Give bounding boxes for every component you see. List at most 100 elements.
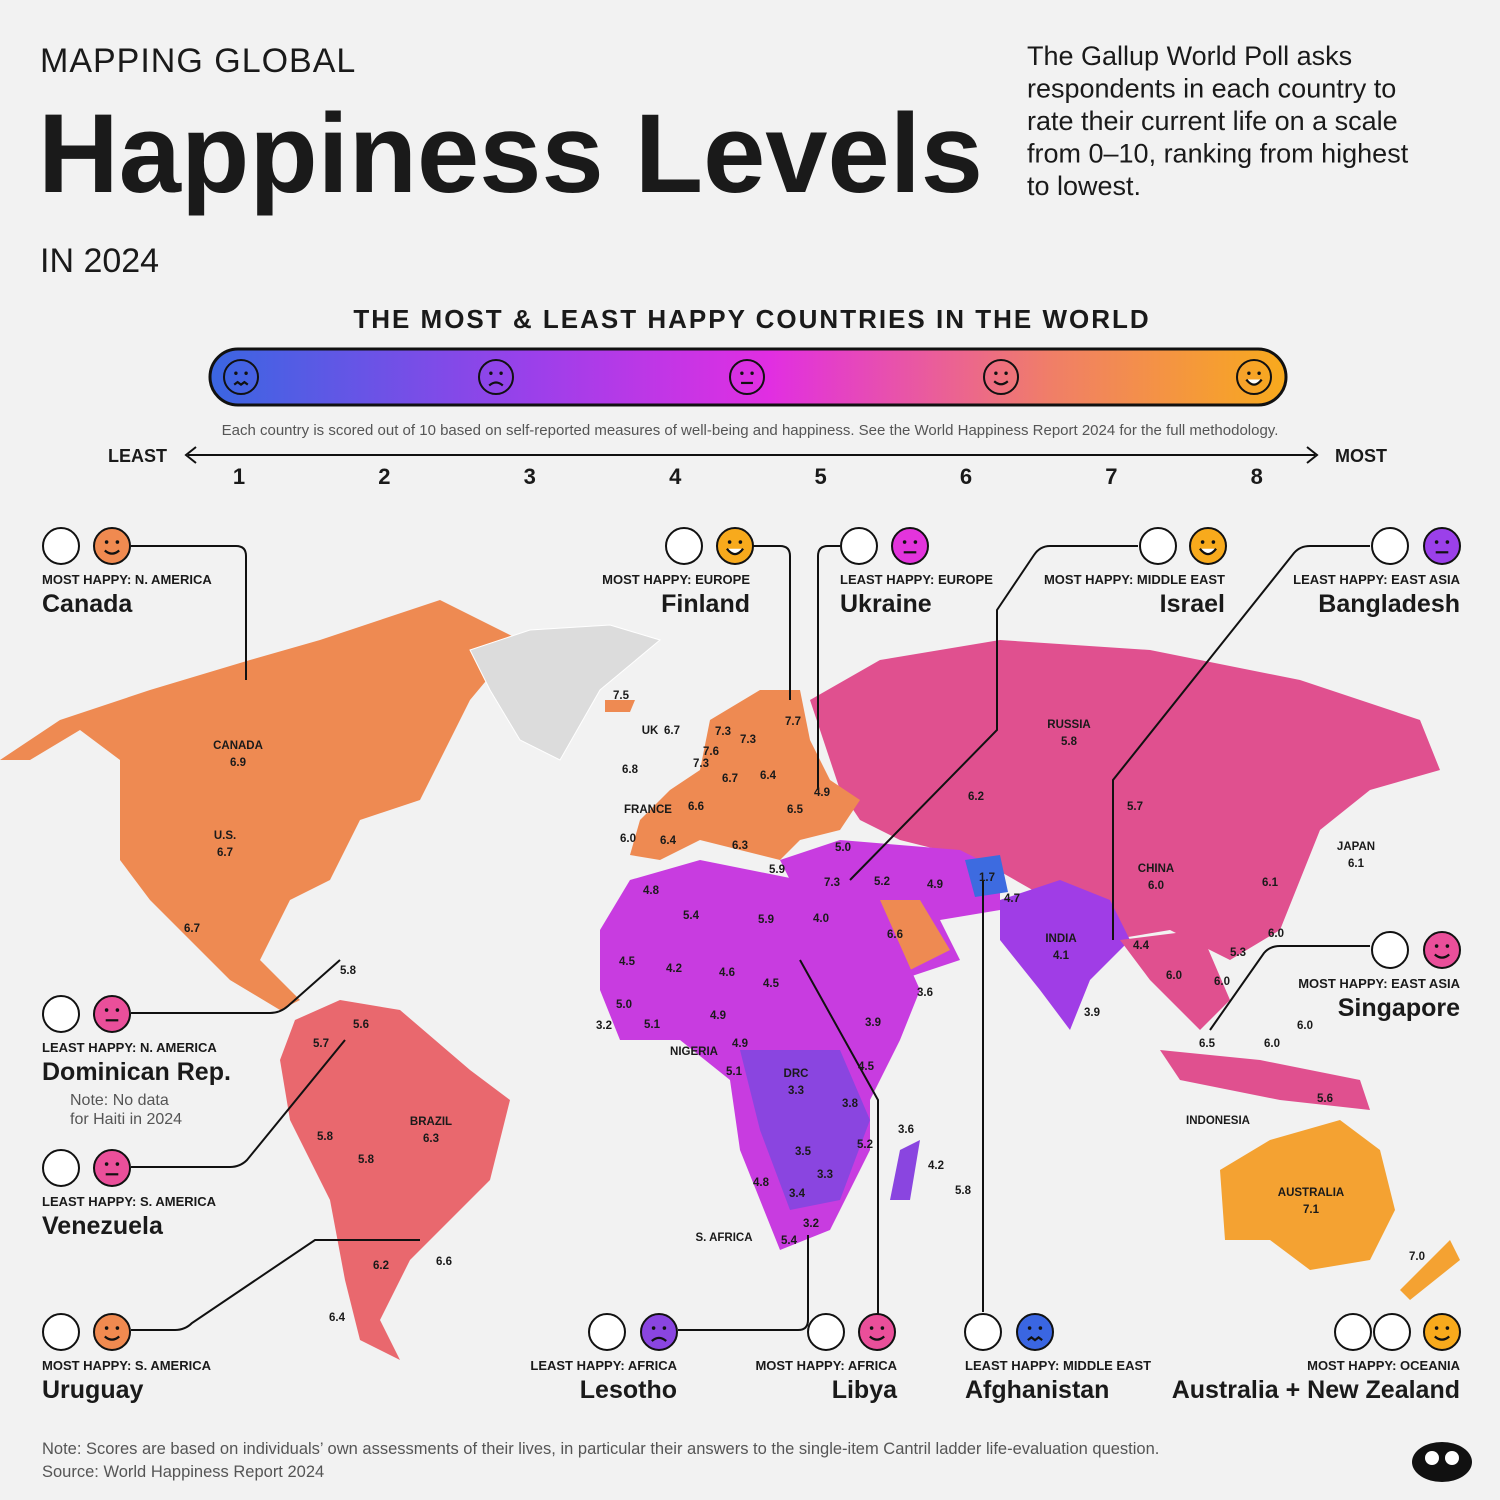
country-name: UK — [642, 725, 659, 737]
flag-icon — [665, 527, 703, 565]
score: 3.3 — [788, 1085, 804, 1097]
face-icon — [983, 359, 1019, 395]
face-eye — [1434, 944, 1439, 948]
score: 6.0 — [1148, 880, 1164, 892]
country-name: INDONESIA — [1186, 1115, 1250, 1127]
asia — [810, 640, 1440, 960]
callout: MOST HAPPY: OCEANIA Australia + New Zeala… — [1172, 1313, 1461, 1404]
face-icon — [1189, 527, 1227, 565]
score: 6.7 — [722, 773, 738, 785]
score: 7.7 — [785, 716, 801, 728]
year: IN 2024 — [40, 242, 159, 280]
face-eye — [104, 1162, 109, 1166]
score: 5.8 — [340, 965, 357, 977]
callout: LEAST HAPPY: S. AMERICA Venezuela — [42, 1149, 217, 1240]
country-name: S. AFRICA — [695, 1232, 752, 1244]
afghanistan — [965, 855, 1008, 897]
score: 3.8 — [842, 1098, 859, 1110]
footer-note: Note: Scores are based on individuals’ o… — [42, 1440, 1159, 1458]
score: 5.8 — [1061, 736, 1078, 748]
score: 3.9 — [1084, 1007, 1100, 1019]
scale-number: 1 — [233, 464, 245, 489]
footer-source: Source: World Happiness Report 2024 — [42, 1463, 324, 1481]
face-eye — [651, 1326, 656, 1330]
score: 5.7 — [1127, 801, 1143, 813]
score: 1.7 — [979, 872, 995, 884]
score: 3.6 — [898, 1124, 914, 1136]
score: 5.4 — [683, 910, 700, 922]
score: 6.4 — [329, 1312, 346, 1324]
country-name: INDIA — [1045, 933, 1076, 945]
score: 6.0 — [1268, 928, 1284, 940]
score: 5.0 — [835, 842, 851, 854]
face-eye — [499, 371, 503, 375]
country-name: U.S. — [214, 830, 236, 842]
flag-icon — [840, 527, 878, 565]
callout: LEAST HAPPY: N. AMERICA Dominican Rep. Not… — [42, 995, 231, 1128]
region-label: LEAST HAPPY: AFRICA — [530, 1358, 677, 1373]
callout-note: for Haiti in 2024 — [70, 1111, 182, 1128]
face-icon — [93, 995, 131, 1033]
score: 5.8 — [317, 1131, 334, 1143]
score: 6.3 — [423, 1133, 439, 1145]
description-line: to lowest. — [1027, 171, 1141, 201]
face-eye — [1038, 1326, 1043, 1330]
country-name: Uruguay — [42, 1376, 144, 1404]
face-icon — [1016, 1313, 1054, 1351]
score: 5.3 — [1230, 947, 1246, 959]
score: 5.0 — [616, 999, 632, 1011]
leader-line — [678, 1235, 809, 1331]
country-name: AUSTRALIA — [1278, 1187, 1344, 1199]
face-eye — [1027, 1326, 1032, 1330]
score: 3.9 — [865, 1017, 881, 1029]
region-label: MOST HAPPY: EAST ASIA — [1298, 976, 1460, 991]
score: 6.7 — [184, 923, 200, 935]
scale-arrow — [184, 446, 1319, 464]
callout: LEAST HAPPY: EAST ASIA Bangladesh — [1293, 527, 1461, 618]
face-mouth — [869, 1335, 885, 1341]
flag-icon — [42, 527, 80, 565]
face-mouth — [104, 549, 120, 555]
score: 4.7 — [1004, 893, 1020, 905]
score: 4.5 — [619, 956, 636, 968]
description-line: The Gallup World Poll asks — [1027, 41, 1352, 71]
region-label: MOST HAPPY: AFRICA — [755, 1358, 897, 1373]
face-icon — [93, 527, 131, 565]
face-eye — [750, 371, 754, 375]
face-eye — [1445, 1326, 1450, 1330]
score: 4.2 — [928, 1160, 944, 1172]
region-label: MOST HAPPY: EUROPE — [602, 572, 750, 587]
leader-line — [1112, 545, 1370, 940]
score: 6.0 — [620, 833, 636, 845]
indonesia — [1160, 1050, 1370, 1110]
south-america — [280, 1000, 510, 1360]
face-eye — [880, 1326, 885, 1330]
face-icon — [478, 359, 514, 395]
scale-number: 4 — [669, 464, 682, 489]
face-mouth — [488, 381, 504, 387]
country-name: Singapore — [1338, 994, 1460, 1022]
face-mouth — [233, 380, 249, 387]
face-eye — [994, 371, 998, 375]
score: 6.5 — [787, 804, 804, 816]
score: 4.8 — [643, 885, 660, 897]
face-icon — [891, 527, 929, 565]
score: 5.8 — [358, 1154, 375, 1166]
score: 6.6 — [436, 1256, 452, 1268]
flag-icon — [1373, 1313, 1411, 1351]
most-label: MOST — [1335, 446, 1387, 466]
face-icon — [858, 1313, 896, 1351]
score: 6.9 — [230, 757, 246, 769]
iceland — [605, 700, 635, 712]
face-icon — [1423, 931, 1461, 969]
face-eye — [115, 1326, 120, 1330]
score: 5.9 — [758, 914, 774, 926]
score: 4.5 — [763, 978, 780, 990]
score: 4.9 — [814, 787, 830, 799]
face-icon — [716, 527, 754, 565]
scale-number: 6 — [960, 464, 972, 489]
face-eye — [1434, 540, 1439, 544]
score: 6.1 — [1348, 858, 1365, 870]
logo — [1412, 1442, 1472, 1482]
